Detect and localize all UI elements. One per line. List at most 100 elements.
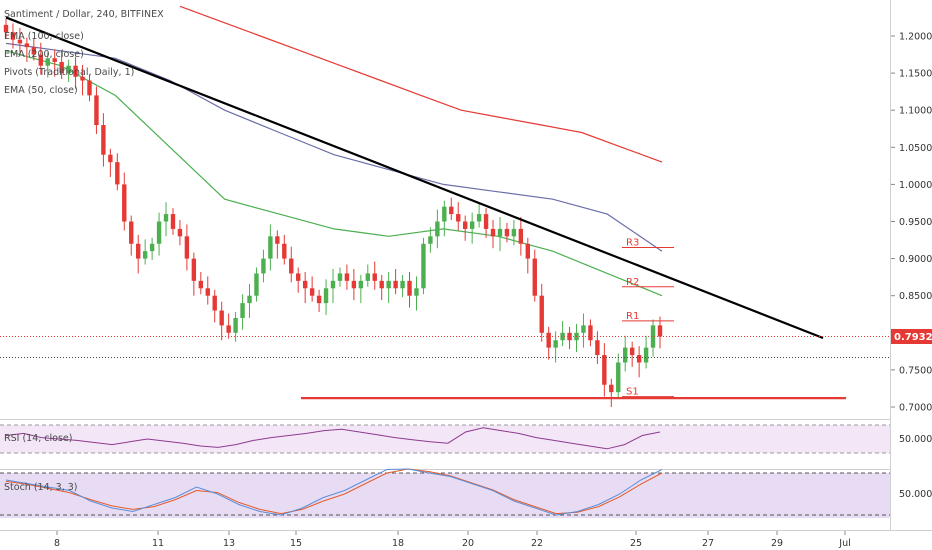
candle-body <box>365 273 370 281</box>
candle-body <box>623 347 628 363</box>
pivot-label-r3: R3 <box>626 237 639 248</box>
time-tick-label: 15 <box>290 538 302 549</box>
current-price-label: 0.7932 <box>894 332 932 343</box>
candle-body <box>636 355 642 363</box>
candle-body <box>525 243 531 259</box>
stoch-band <box>0 473 890 518</box>
candle-body <box>456 214 461 222</box>
candle-body <box>212 295 217 311</box>
price-tick-label: 1.1000 <box>899 106 932 117</box>
candle-body <box>428 236 433 244</box>
candle-body <box>337 273 343 281</box>
candle-body <box>52 58 57 62</box>
candle-body <box>650 325 656 348</box>
candle-body <box>17 39 23 44</box>
candle-body <box>546 332 551 348</box>
candle-body <box>532 258 537 296</box>
time-tick-label: 22 <box>531 538 543 549</box>
candle-body <box>379 280 384 289</box>
ema50-line <box>5 50 663 297</box>
ema-lines <box>5 5 663 297</box>
candle-body <box>476 214 482 222</box>
time-tick-label: 18 <box>392 538 404 549</box>
candle-body <box>24 43 30 48</box>
price-tick-label: 1.2000 <box>899 32 932 43</box>
candle-body <box>247 295 252 304</box>
price-tick-label: 1.0500 <box>899 143 932 154</box>
candle-body <box>254 273 259 296</box>
legend-ema100[interactable]: EMA (100, close) <box>4 31 84 42</box>
rsi-axis-tick: 50.0000 <box>899 434 932 445</box>
candle-body <box>497 228 503 237</box>
candle-body <box>609 384 614 393</box>
pivot-levels: R3 R2 R1 S1 <box>622 237 674 398</box>
candle-body <box>351 280 357 289</box>
candle-body <box>198 280 204 289</box>
candle-body <box>10 32 16 40</box>
stoch-label[interactable]: Stoch (14, 3, 3) <box>4 482 78 493</box>
candle-body <box>115 162 120 185</box>
time-tick-label: 25 <box>630 538 642 549</box>
candle-body <box>73 65 78 77</box>
candle-body <box>184 236 190 259</box>
candle-body <box>567 332 572 341</box>
candle-body <box>219 310 224 326</box>
candle-body <box>108 154 113 163</box>
candle-body <box>94 95 99 126</box>
candle-body <box>38 54 43 66</box>
price-tick-label: 1.0000 <box>899 180 932 191</box>
candle-body <box>483 214 489 229</box>
candle-body <box>268 236 273 259</box>
candle-body <box>87 80 92 96</box>
legend-ema200[interactable]: EMA (200, close) <box>4 49 84 60</box>
time-tick-label: 8 <box>54 538 60 549</box>
candle-body <box>469 221 475 229</box>
candle-body <box>261 258 266 274</box>
candle-body <box>421 243 426 289</box>
candle-body <box>372 273 377 281</box>
candle-body <box>156 221 162 244</box>
rsi-band <box>0 425 890 453</box>
price-axis[interactable]: 1.2000 1.1500 1.1000 1.0500 1.0000 0.9500 0.90… <box>891 32 932 414</box>
candle-body <box>129 221 134 244</box>
candle-body <box>163 214 169 222</box>
candle-body <box>449 206 454 215</box>
legend-ema50[interactable]: EMA (50, close) <box>4 85 78 96</box>
candle-body <box>414 288 419 296</box>
candle-body <box>657 325 663 337</box>
ema200-line <box>179 5 663 163</box>
candle-body <box>142 251 148 259</box>
candle-body <box>504 228 510 237</box>
time-tick-label: 27 <box>702 538 714 549</box>
candle-body <box>490 228 496 237</box>
candle-body <box>31 47 37 55</box>
legend-pivots[interactable]: Pivots (Traditional, Daily, 1) <box>4 67 134 78</box>
candle-body <box>595 340 600 356</box>
price-tick-label: 0.9500 <box>899 217 932 228</box>
drawn-lines[interactable] <box>5 16 846 400</box>
candle-body <box>59 61 64 74</box>
time-axis[interactable]: 8 11 13 15 18 20 22 25 27 29 Jul <box>54 531 851 549</box>
candle-body <box>233 317 238 333</box>
candle-body <box>80 76 85 81</box>
candle-body <box>275 236 280 244</box>
stoch-k-line <box>5 468 663 516</box>
candle-body <box>407 280 412 296</box>
candle-body <box>45 58 50 66</box>
candle-body <box>323 288 329 304</box>
candle-body <box>386 280 391 289</box>
candle-body <box>344 273 350 281</box>
candle-body <box>616 362 621 393</box>
candle-body <box>435 221 440 237</box>
candle-body <box>643 347 649 363</box>
candle-body <box>226 325 231 333</box>
candle-body <box>149 243 155 252</box>
price-tick-label: 1.1500 <box>899 69 932 80</box>
candle-body <box>400 280 405 289</box>
pivot-label-s1: S1 <box>626 387 639 398</box>
candle-body <box>358 280 364 289</box>
candle-body <box>602 355 607 385</box>
rsi-label[interactable]: RSI (14, close) <box>4 433 72 444</box>
candle-body <box>309 288 315 296</box>
